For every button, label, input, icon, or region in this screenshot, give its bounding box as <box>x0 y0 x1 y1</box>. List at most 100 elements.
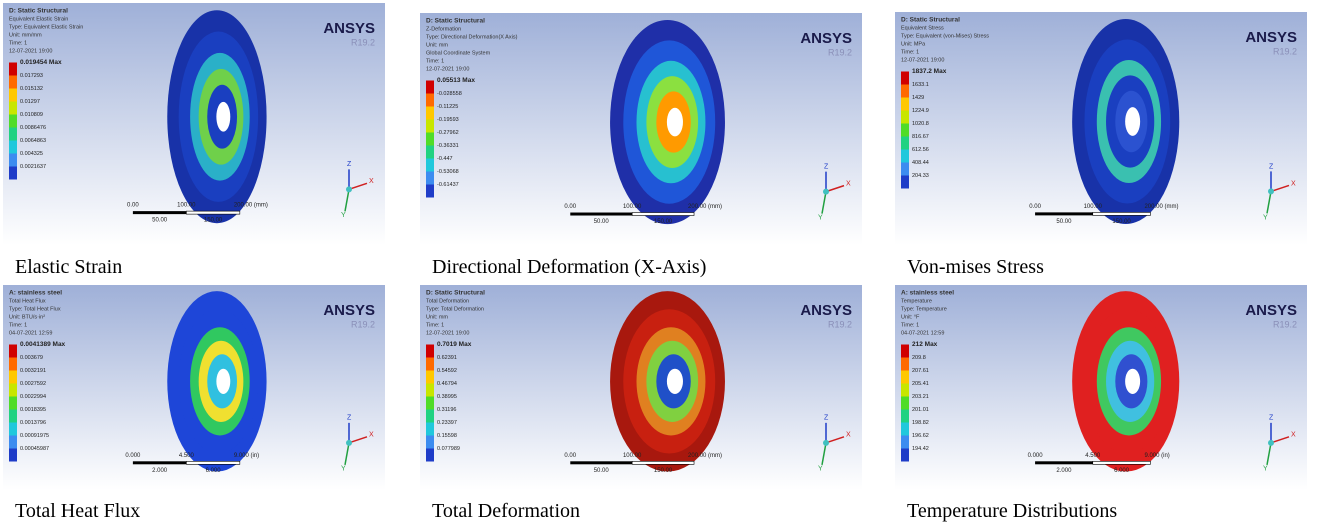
legend-label: 612.56 <box>912 147 929 153</box>
legend-label: 408.44 <box>912 160 929 166</box>
scale-label: 150.00 <box>654 468 673 474</box>
scale-label: 0.000 <box>125 453 141 459</box>
header-line: Type: Directional Deformation(X Axis) <box>426 34 518 40</box>
scale-label: 6.000 <box>206 468 222 474</box>
legend-label: -0.447 <box>437 156 453 162</box>
header-line: Type: Equivalent (von-Mises) Stress <box>901 33 989 39</box>
triad-label: X <box>369 432 374 439</box>
legend-swatch <box>9 167 17 180</box>
header-line: Time: 1 <box>9 40 27 46</box>
caption: Directional Deformation (X-Axis) <box>432 256 706 279</box>
result-panel: D: Static StructuralEquivalent StressTyp… <box>895 12 1307 250</box>
legend-swatch <box>426 159 434 172</box>
legend-label: 0.0018395 <box>20 407 46 413</box>
legend-swatch <box>9 384 17 397</box>
legend-swatch <box>426 107 434 120</box>
legend-swatch <box>426 133 434 146</box>
scale-label: 50.00 <box>1056 219 1072 225</box>
legend-swatch <box>426 146 434 159</box>
header-line: Unit: mm/mm <box>9 32 42 38</box>
legend-label: 1020.8 <box>912 121 929 127</box>
legend-swatch <box>901 436 909 449</box>
scale-bar <box>1093 212 1151 215</box>
legend-swatch <box>9 358 17 371</box>
legend-label: 0.54592 <box>437 368 457 374</box>
legend-swatch <box>9 449 17 462</box>
legend-swatch <box>901 150 909 163</box>
legend-label: 198.82 <box>912 420 929 426</box>
header-line: Type: Temperature <box>901 306 947 312</box>
legend-swatch <box>901 98 909 111</box>
legend-swatch <box>901 163 909 176</box>
legend-label: 0.31196 <box>437 407 456 413</box>
header-line: 04-07-2021 12:59 <box>901 330 944 336</box>
legend-label: 0.015132 <box>20 86 43 92</box>
triad-label: X <box>369 178 374 185</box>
legend-label: 0.00091975 <box>20 433 49 439</box>
legend-swatch <box>9 154 17 167</box>
legend-swatch <box>9 115 17 128</box>
legend-swatch <box>901 176 909 189</box>
legend-swatch <box>9 436 17 449</box>
scale-bar <box>570 213 632 216</box>
legend-swatch <box>901 85 909 98</box>
viewport: D: Static StructuralZ-DeformationType: D… <box>420 13 862 245</box>
legend-label: -0.19593 <box>437 117 459 123</box>
scale-label: 6.000 <box>1114 468 1130 474</box>
legend-label: 212 Max <box>912 341 938 348</box>
legend-label: 0.017293 <box>20 73 43 79</box>
legend-swatch <box>9 423 17 436</box>
legend-label: -0.028558 <box>437 91 462 97</box>
legend-swatch <box>426 384 434 397</box>
triad-origin <box>1268 440 1274 446</box>
triad-label: Y <box>818 466 823 473</box>
brand: ANSYS <box>1245 29 1297 46</box>
legend-swatch <box>901 410 909 423</box>
scale-bar <box>632 461 694 464</box>
scale-bar <box>133 461 186 464</box>
legend-swatch <box>426 436 434 449</box>
scale-label: 50.00 <box>594 219 610 225</box>
header-line: Unit: °F <box>901 314 920 320</box>
legend-swatch <box>901 423 909 436</box>
header-line: 12-07-2021 19:00 <box>901 57 944 63</box>
triad-label: Y <box>341 466 346 473</box>
viewport: D: Static StructuralTotal DeformationTyp… <box>420 285 862 490</box>
header-line: Time: 1 <box>426 58 444 64</box>
legend-label: -0.27962 <box>437 130 459 136</box>
legend-swatch <box>426 94 434 107</box>
header-line: Global Coordinate System <box>426 50 491 56</box>
legend-swatch <box>9 345 17 358</box>
legend-label: -0.36331 <box>437 143 459 149</box>
header-line: 04-07-2021 12:59 <box>9 330 52 336</box>
scale-label: 4.500 <box>1085 453 1101 459</box>
legend-swatch <box>9 371 17 384</box>
triad-label: Z <box>347 415 352 422</box>
legend-label: 209.8 <box>912 355 926 361</box>
legend-label: 0.0086476 <box>20 125 46 131</box>
caption: Total Deformation <box>432 500 580 523</box>
legend-swatch <box>9 76 17 89</box>
legend-swatch <box>426 449 434 462</box>
scale-label: 50.00 <box>594 468 610 474</box>
version: R19.2 <box>828 47 852 57</box>
header-line: 12-07-2021 19:00 <box>426 66 469 72</box>
header-line: 12-07-2021 19:00 <box>9 48 52 54</box>
scale-label: 2.000 <box>1056 468 1072 474</box>
legend-swatch <box>9 410 17 423</box>
legend-label: 0.0032191 <box>20 368 46 374</box>
legend-label: 0.01297 <box>20 99 40 105</box>
legend-label: 0.0022994 <box>20 394 46 400</box>
disc-ring <box>216 102 230 132</box>
header-line: Type: Equivalent Elastic Strain <box>9 24 83 30</box>
scale-label: 0.00 <box>127 203 139 209</box>
triad-label: X <box>846 432 851 439</box>
disc-ring <box>667 108 683 137</box>
legend-label: 0.15598 <box>437 433 457 439</box>
header-line: Unit: BTU/s·in² <box>9 314 45 320</box>
scale-bar <box>570 461 632 464</box>
legend-label: 0.38995 <box>437 394 457 400</box>
